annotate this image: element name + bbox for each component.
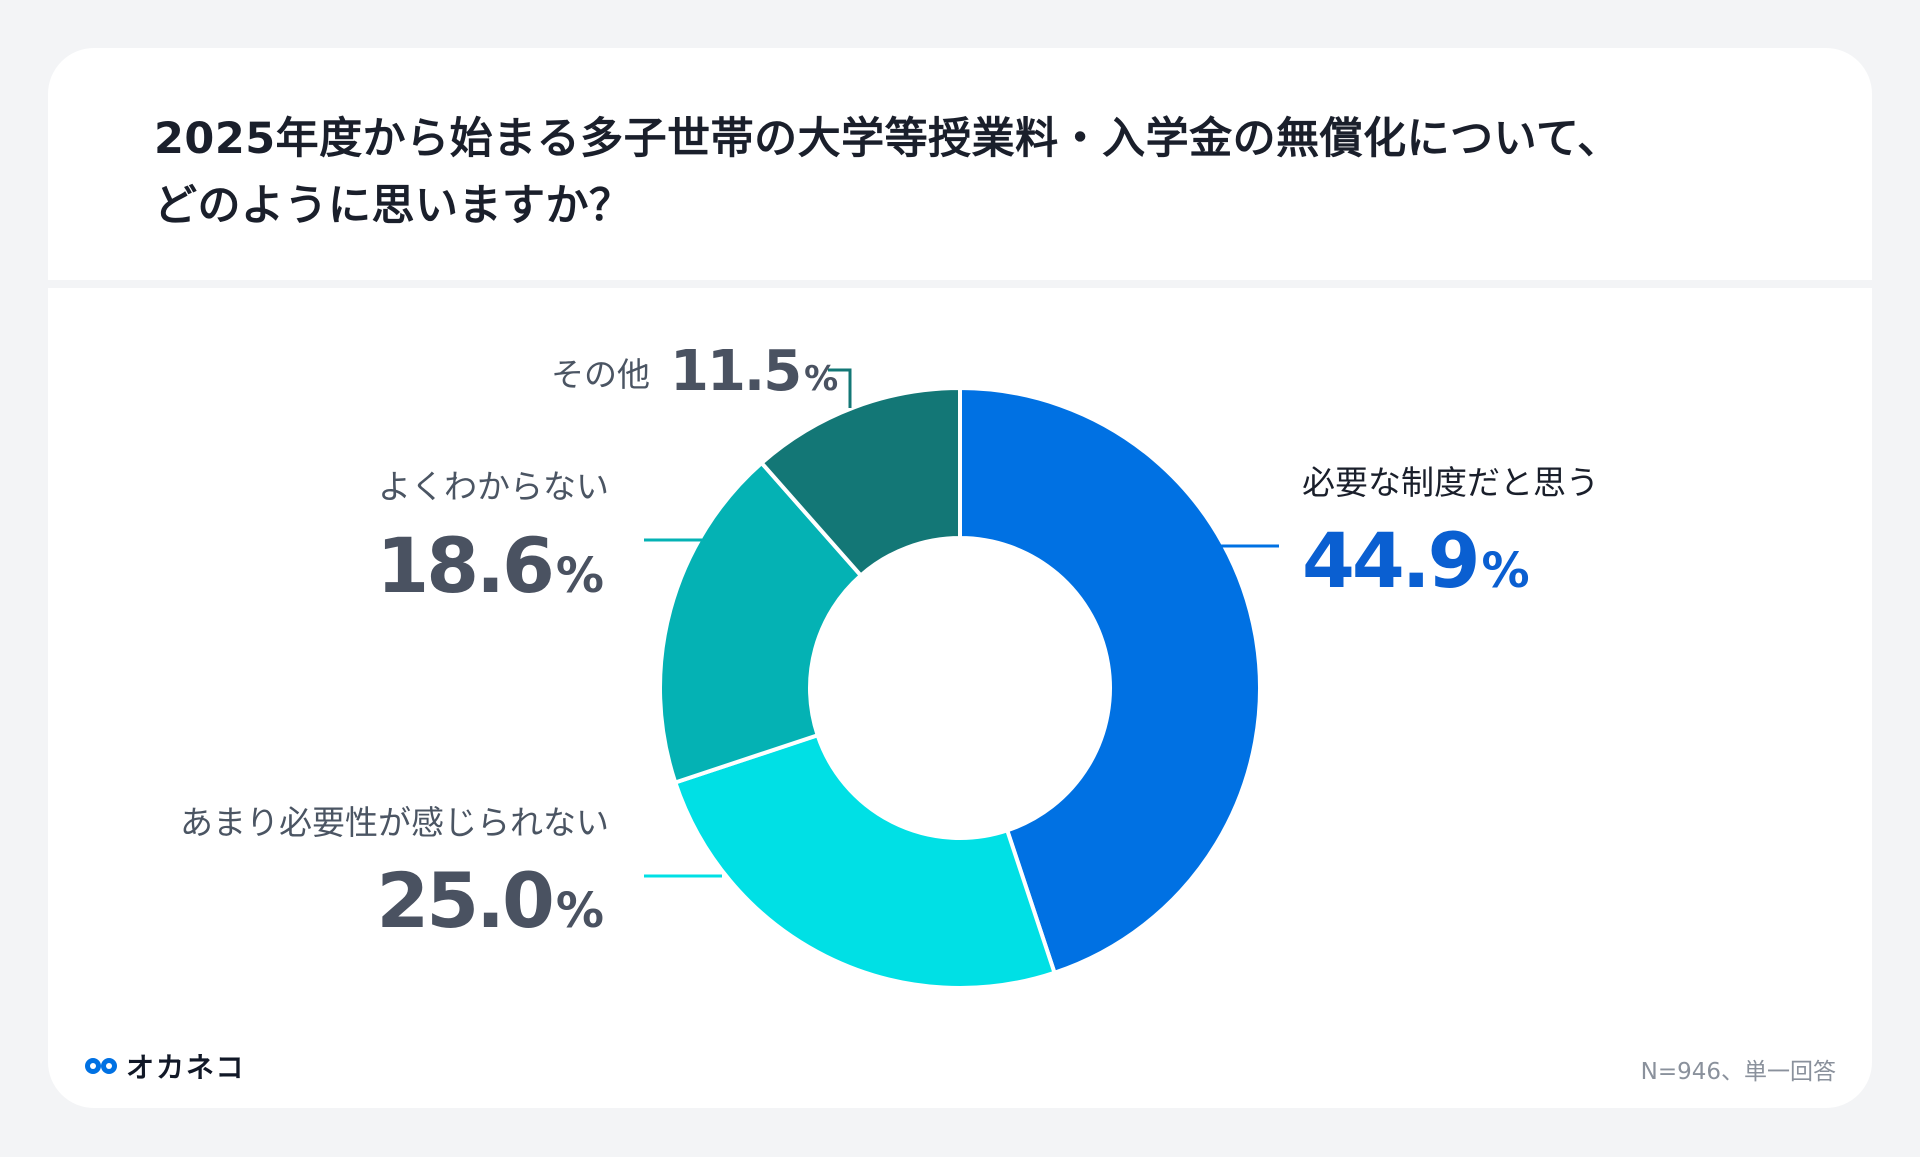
value-unknown: 18.6%: [376, 521, 604, 610]
header-divider: [48, 280, 1872, 288]
chart-title: 2025年度から始まる多子世帯の大学等授業料・入学金の無償化について、 どのよう…: [154, 106, 1794, 240]
okaneko-logo: オカネコ: [84, 1046, 245, 1086]
leader-other: [828, 368, 852, 408]
chart-card: 2025年度から始まる多子世帯の大学等授業料・入学金の無償化について、 どのよう…: [48, 48, 1872, 1108]
title-line-1: 2025年度から始まる多子世帯の大学等授業料・入学金の無償化について、: [154, 114, 1621, 164]
slice-not-needed: [672, 732, 1058, 990]
value-necessary: 44.9%: [1302, 516, 1530, 605]
donut-chart: [644, 368, 1279, 990]
value-other: 11.5%: [670, 339, 839, 404]
slice-necessary: [958, 385, 1262, 976]
slice-unknown: [658, 460, 864, 786]
label-not-needed: あまり必要性が感じられない: [180, 803, 609, 842]
label-unknown: よくわからない: [378, 467, 609, 506]
slice-other: [758, 385, 962, 579]
logo-text: オカネコ: [126, 1051, 246, 1084]
label-necessary: 必要な制度だと思う: [1302, 463, 1599, 502]
sample-note: N=946、単一回答: [1640, 1059, 1836, 1085]
title-line-2: どのように思いますか？: [154, 181, 633, 231]
label-other: その他: [551, 355, 650, 394]
value-not-needed: 25.0%: [376, 856, 604, 945]
okaneko-logo-icon: [85, 1058, 117, 1074]
